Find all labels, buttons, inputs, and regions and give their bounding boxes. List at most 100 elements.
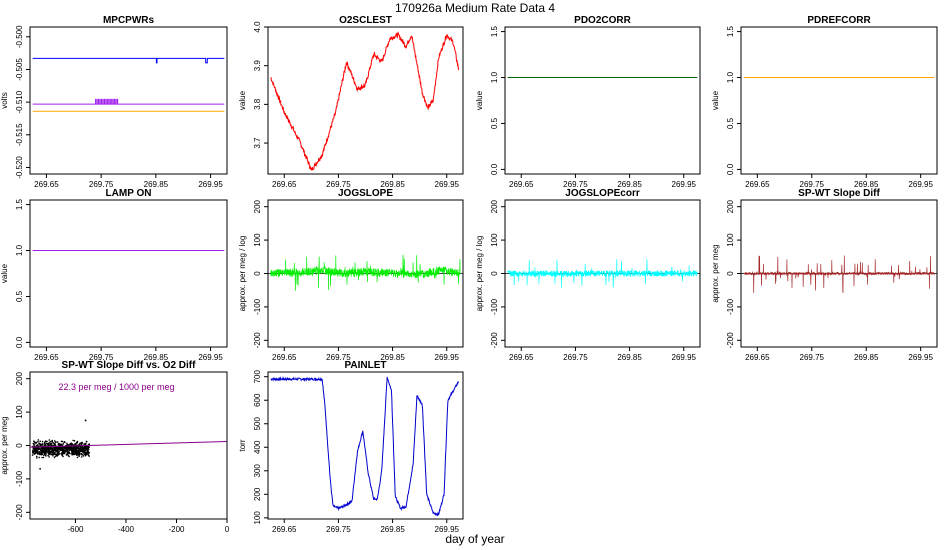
scatter-point	[62, 453, 64, 455]
scatter-point	[33, 444, 35, 447]
y-tick-label: 0.0	[726, 163, 735, 175]
scatter-point	[41, 456, 43, 459]
y-tick-label: 3.8	[253, 98, 262, 110]
scatter-point	[80, 452, 83, 455]
y-tick-label: 4.0	[253, 21, 262, 33]
y-tick-label: 500	[253, 417, 262, 431]
scatter-point	[37, 447, 40, 450]
scatter-point	[74, 453, 76, 455]
scatter-point	[60, 440, 63, 443]
y-axis-label: approx. per meg / log	[238, 236, 247, 312]
y-axis-label: value	[711, 90, 720, 110]
x-tick-label: 269.75	[326, 525, 351, 534]
scatter-point	[48, 439, 51, 441]
y-tick-label: -200	[726, 332, 735, 349]
y-tick-label: 3.7	[253, 137, 262, 149]
scatter-point	[52, 455, 54, 457]
scatter-point	[63, 452, 66, 455]
scatter-point	[62, 450, 64, 452]
scatter-point	[35, 441, 38, 444]
y-tick-label: 300	[253, 464, 262, 478]
scatter-point	[47, 454, 49, 457]
x-tick-label: -600	[67, 525, 84, 534]
scatter-point	[53, 440, 56, 442]
scatter-point	[78, 446, 80, 448]
scatter-point	[39, 443, 42, 445]
scatter-point	[68, 443, 70, 446]
panel-title: PDREFCORR	[807, 15, 871, 26]
y-axis-label: approx. per meg	[711, 244, 720, 302]
plot-area	[505, 259, 700, 288]
panel-title: JOGSLOPEcorr	[565, 188, 640, 199]
x-tick-label: 269.75	[326, 180, 351, 189]
panel-title: JOGSLOPE	[338, 188, 393, 199]
scatter-point	[51, 441, 54, 443]
scatter-point	[72, 451, 74, 454]
y-tick-label: 0.0	[490, 163, 499, 175]
scatter-point	[68, 455, 70, 458]
scatter-point	[41, 451, 44, 454]
scatter-point	[31, 454, 34, 456]
scatter-point	[41, 440, 44, 443]
panel-title: O2SCLEST	[339, 15, 392, 26]
scatter-point	[77, 454, 79, 456]
scatter-point	[80, 456, 83, 458]
plot-area	[741, 255, 937, 294]
scatter-point	[64, 441, 66, 444]
figure-title: 170926a Medium Rate Data 4	[395, 1, 555, 15]
y-tick-label: 1.0	[490, 71, 499, 83]
scatter-point	[51, 453, 53, 456]
scatter-point	[52, 451, 54, 454]
plot-frame	[740, 26, 938, 175]
plot-frame	[267, 371, 464, 520]
y-tick-label: 0	[15, 443, 24, 448]
x-tick-label: 269.85	[854, 180, 879, 189]
scatter-point	[60, 447, 63, 449]
scatter-point	[43, 449, 46, 452]
y-tick-label: -100	[15, 470, 24, 487]
scatter-point	[68, 449, 70, 451]
x-tick-label: 269.95	[198, 353, 223, 362]
x-tick-label: 269.95	[672, 353, 697, 362]
y-tick-label: 0.5	[726, 117, 735, 129]
scatter-point	[71, 450, 74, 452]
y-tick-label: 0.0	[15, 336, 24, 348]
series-line	[270, 31, 460, 171]
y-tick-label: -100	[490, 298, 499, 315]
scatter-point	[55, 441, 57, 443]
y-tick-label: 0.5	[490, 117, 499, 129]
scatter-point	[66, 443, 68, 446]
scatter-point	[88, 455, 90, 457]
scatter-point	[36, 453, 39, 455]
x-tick-label: 269.75	[89, 353, 114, 362]
panel-jogslopecorr: JOGSLOPEcorr approx. per meg / log 269.65 2…	[475, 188, 701, 362]
scatter-point	[84, 419, 87, 422]
scatter-point	[45, 453, 47, 455]
scatter-point	[41, 443, 44, 445]
scatter-point	[60, 452, 63, 454]
scatter-point	[49, 453, 51, 455]
y-axis-label: torr	[238, 439, 247, 451]
scatter-point	[39, 467, 42, 470]
panel-mpcpwrs: MPCPWRs volts 269.65 269.75 269.85 269.95 -0.5…	[0, 15, 228, 189]
scatter-point	[72, 453, 75, 456]
scatter-point	[44, 451, 47, 454]
scatter-point	[48, 452, 50, 454]
scatter-point	[56, 452, 59, 455]
panel-spwtslope: SP-WT Slope Diff approx. per meg 269.65 269…	[711, 188, 938, 362]
y-axis-label: value	[475, 90, 484, 110]
scatter-point	[39, 440, 41, 443]
scatter-point	[53, 447, 55, 449]
scatter-point	[41, 453, 44, 456]
scatter-point	[81, 441, 83, 444]
scatter-point	[80, 443, 83, 446]
scatter-point	[40, 447, 43, 450]
scatter-point	[48, 456, 50, 458]
y-tick-label: -0.505	[15, 58, 24, 81]
x-tick-label: 269.95	[435, 180, 460, 189]
x-tick-label: 269.75	[800, 353, 825, 362]
y-axis-label: value	[0, 263, 9, 283]
x-tick-label: 269.75	[563, 353, 588, 362]
y-tick-label: 200	[253, 199, 262, 213]
series-line	[743, 255, 935, 294]
